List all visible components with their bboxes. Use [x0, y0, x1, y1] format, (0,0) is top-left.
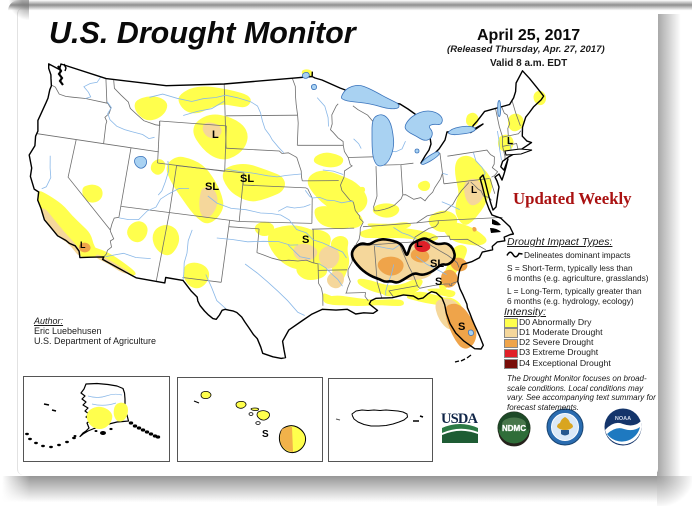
svg-text:USDA: USDA [441, 411, 479, 427]
svg-text:NOAA: NOAA [615, 416, 631, 422]
svg-text:NDMC: NDMC [502, 424, 526, 433]
